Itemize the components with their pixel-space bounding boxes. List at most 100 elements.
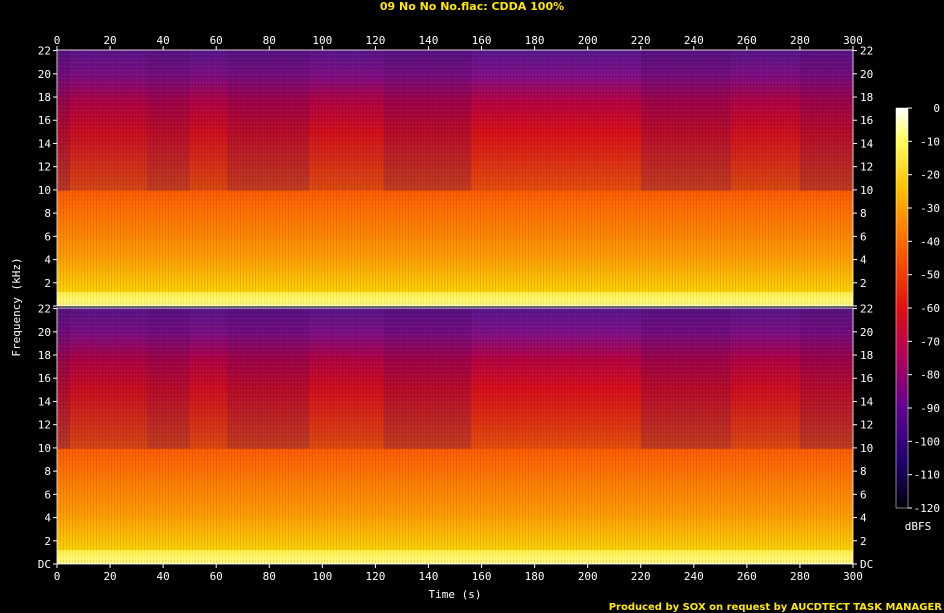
colorbar-gradient bbox=[895, 107, 909, 509]
y-tick-label-right: 20 bbox=[860, 68, 873, 81]
x-axis-label: Time (s) bbox=[429, 588, 482, 601]
x-tick-label-top: 80 bbox=[263, 34, 276, 47]
y-tick-label-left: DC bbox=[38, 558, 51, 571]
y-tick-label-left: 16 bbox=[38, 372, 51, 385]
x-tick-label-bottom: 80 bbox=[263, 570, 276, 583]
y-tick-label-left: 18 bbox=[38, 349, 51, 362]
x-tick-label-top: 120 bbox=[365, 34, 385, 47]
x-tick-label-top: 160 bbox=[472, 34, 492, 47]
chart-title: 09 No No No.flac: CDDA 100% bbox=[379, 0, 565, 13]
channel-1-texture bbox=[57, 50, 853, 306]
y-tick-label-left: 12 bbox=[38, 419, 51, 432]
colorbar-tick-label: -50 bbox=[920, 269, 940, 282]
y-tick-label-right: 8 bbox=[860, 465, 867, 478]
x-tick-label-bottom: 200 bbox=[578, 570, 598, 583]
y-tick-label-left: 6 bbox=[44, 230, 51, 243]
y-tick-label-left: 6 bbox=[44, 488, 51, 501]
x-tick-label-top: 0 bbox=[54, 34, 61, 47]
y-tick-label-right: 16 bbox=[860, 372, 873, 385]
x-tick-label-bottom: 300 bbox=[843, 570, 863, 583]
colorbar-tick-label: -90 bbox=[920, 402, 940, 415]
y-tick-label-right: 18 bbox=[860, 91, 873, 104]
y-tick-label-right: 16 bbox=[860, 114, 873, 127]
y-tick-label-right: 2 bbox=[860, 535, 867, 548]
y-tick-label-right: 6 bbox=[860, 488, 867, 501]
x-tick-label-top: 60 bbox=[210, 34, 223, 47]
colorbar-tick-label: 0 bbox=[933, 102, 940, 115]
colorbar-tick-label: -100 bbox=[914, 435, 941, 448]
y-tick-label-right: 22 bbox=[860, 45, 873, 58]
y-tick-label-right: 10 bbox=[860, 442, 873, 455]
x-tick-label-top: 140 bbox=[419, 34, 439, 47]
y-tick-label-right: 4 bbox=[860, 254, 867, 267]
colorbar-tick-label: -80 bbox=[920, 369, 940, 382]
channel-2-frame bbox=[56, 307, 854, 565]
x-tick-label-bottom: 60 bbox=[210, 570, 223, 583]
x-tick-label-bottom: 40 bbox=[157, 570, 170, 583]
x-tick-label-bottom: 0 bbox=[54, 570, 61, 583]
x-tick-label-bottom: 20 bbox=[103, 570, 116, 583]
y-tick-label-left: 4 bbox=[44, 512, 51, 525]
x-tick-label-top: 260 bbox=[737, 34, 757, 47]
y-tick-label-left: 16 bbox=[38, 114, 51, 127]
x-tick-label-top: 20 bbox=[103, 34, 116, 47]
y-tick-label-right: 22 bbox=[860, 303, 873, 316]
colorbar-label: dBFS bbox=[905, 520, 932, 533]
y-tick-label-right: 8 bbox=[860, 207, 867, 220]
channel-1-low-band bbox=[57, 292, 853, 302]
x-tick-label-top: 200 bbox=[578, 34, 598, 47]
y-tick-label-left: 20 bbox=[38, 68, 51, 81]
colorbar-tick-label: -10 bbox=[920, 135, 940, 148]
x-tick-label-bottom: 180 bbox=[525, 570, 545, 583]
y-tick-label-left: 20 bbox=[38, 326, 51, 339]
y-tick-label-right: 12 bbox=[860, 419, 873, 432]
y-tick-label-right: 4 bbox=[860, 512, 867, 525]
channel-2-low-band bbox=[57, 550, 853, 560]
y-tick-label-left: 22 bbox=[38, 303, 51, 316]
y-tick-label-left: 8 bbox=[44, 465, 51, 478]
colorbar-tick-label: -110 bbox=[914, 469, 941, 482]
y-tick-label-left: 14 bbox=[38, 395, 52, 408]
y-tick-label-right: 20 bbox=[860, 326, 873, 339]
footer-credit: Produced by SOX on request by AUCDTECT T… bbox=[608, 602, 942, 613]
x-tick-label-bottom: 160 bbox=[472, 570, 492, 583]
channel-1-frame bbox=[56, 49, 854, 307]
colorbar-tick-label: -40 bbox=[920, 235, 940, 248]
x-tick-label-bottom: 100 bbox=[312, 570, 332, 583]
x-tick-label-top: 40 bbox=[157, 34, 170, 47]
y-tick-label-left: 22 bbox=[38, 45, 51, 58]
y-axis-label: Frequency (kHz) bbox=[10, 257, 23, 356]
y-tick-label-right: 2 bbox=[860, 277, 867, 290]
y-tick-label-right: 12 bbox=[860, 161, 873, 174]
x-tick-label-bottom: 240 bbox=[684, 570, 704, 583]
colorbar-tick-label: -60 bbox=[920, 302, 940, 315]
x-tick-label-bottom: 140 bbox=[419, 570, 439, 583]
x-tick-label-top: 240 bbox=[684, 34, 704, 47]
y-tick-label-left: 10 bbox=[38, 442, 51, 455]
y-tick-label-right: 18 bbox=[860, 349, 873, 362]
y-tick-label-right: DC bbox=[860, 558, 873, 571]
y-tick-label-right: 14 bbox=[860, 395, 874, 408]
x-tick-label-top: 220 bbox=[631, 34, 651, 47]
x-tick-label-top: 280 bbox=[790, 34, 810, 47]
y-tick-label-right: 14 bbox=[860, 137, 874, 150]
x-tick-label-top: 300 bbox=[843, 34, 863, 47]
y-tick-label-left: 8 bbox=[44, 207, 51, 220]
colorbar-tick-label: -30 bbox=[920, 202, 940, 215]
x-tick-label-bottom: 280 bbox=[790, 570, 810, 583]
y-tick-label-left: 18 bbox=[38, 91, 51, 104]
y-tick-label-left: 2 bbox=[44, 535, 51, 548]
colorbar-tick-label: -70 bbox=[920, 335, 940, 348]
x-tick-label-bottom: 120 bbox=[365, 570, 385, 583]
channel-2-texture bbox=[57, 308, 853, 564]
x-tick-label-top: 180 bbox=[525, 34, 545, 47]
y-tick-label-left: 12 bbox=[38, 161, 51, 174]
colorbar-tick-label: -20 bbox=[920, 169, 940, 182]
y-tick-label-left: 14 bbox=[38, 137, 52, 150]
x-tick-label-top: 100 bbox=[312, 34, 332, 47]
x-tick-label-bottom: 220 bbox=[631, 570, 651, 583]
y-tick-label-right: 10 bbox=[860, 184, 873, 197]
y-tick-label-right: 6 bbox=[860, 230, 867, 243]
colorbar-tick-label: -120 bbox=[914, 502, 941, 515]
